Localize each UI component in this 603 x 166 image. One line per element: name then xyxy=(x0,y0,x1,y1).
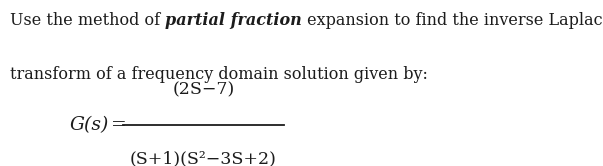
Text: (S+1)(S²−3S+2): (S+1)(S²−3S+2) xyxy=(130,151,277,166)
Text: expansion to find the inverse Laplace: expansion to find the inverse Laplace xyxy=(302,12,603,29)
Text: partial fraction: partial fraction xyxy=(165,12,302,29)
Text: (2S−7): (2S−7) xyxy=(172,81,235,98)
Text: G(s): G(s) xyxy=(69,116,109,134)
Text: Use the method of: Use the method of xyxy=(10,12,165,29)
Text: =: = xyxy=(111,116,127,134)
Text: transform of a frequency domain solution given by:: transform of a frequency domain solution… xyxy=(10,66,428,83)
